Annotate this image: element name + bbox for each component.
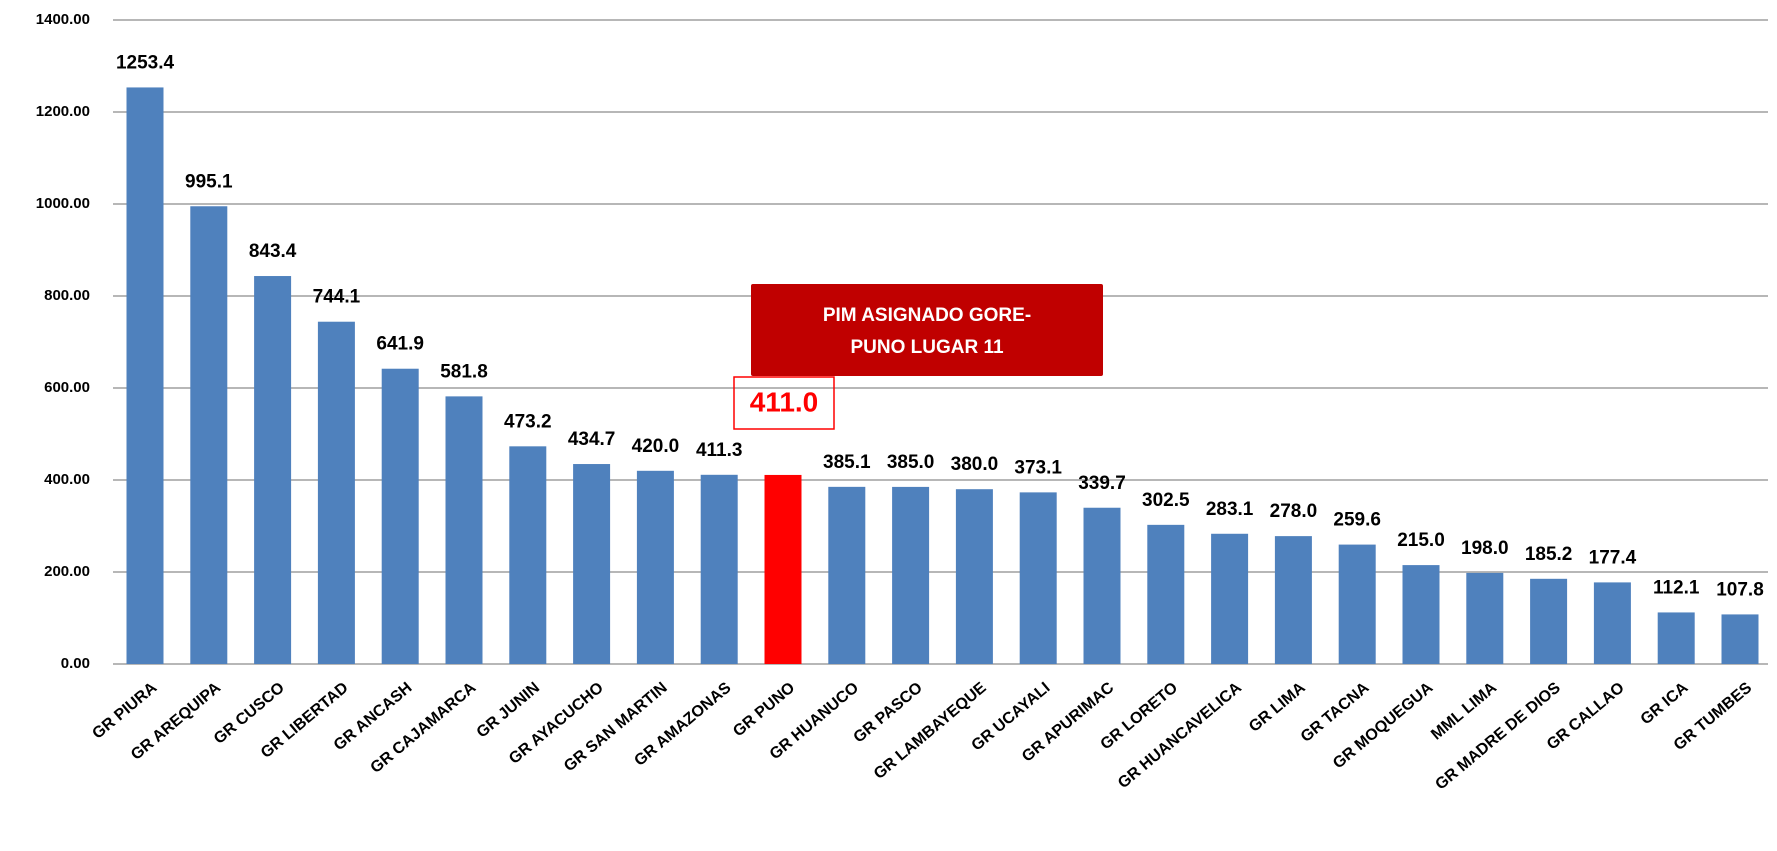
annotation-box	[751, 284, 1103, 376]
bar	[1274, 536, 1312, 664]
x-tick-label: GR LIMA	[1246, 679, 1309, 736]
y-tick-label: 800.00	[44, 287, 90, 304]
value-label: 302.5	[1142, 490, 1190, 511]
x-tick-label: GR ICA	[1638, 679, 1692, 728]
value-label: 339.7	[1078, 473, 1126, 494]
bar	[1466, 572, 1504, 664]
value-label: 278.0	[1270, 501, 1318, 522]
bar	[1083, 507, 1121, 664]
value-label: 215.0	[1397, 530, 1445, 551]
value-label: 112.1	[1653, 577, 1700, 598]
value-label: 259.6	[1333, 510, 1381, 531]
value-label: 373.1	[1014, 457, 1062, 478]
value-label: 177.4	[1589, 547, 1637, 568]
bar	[1211, 533, 1249, 664]
bar	[764, 474, 802, 664]
x-tick-label: GR CAJAMARCA	[368, 679, 480, 777]
bar	[1593, 582, 1631, 664]
y-tick-label: 1000.00	[36, 195, 90, 212]
value-label: 283.1	[1206, 499, 1254, 520]
x-tick-label: GR MADRE DE DIOS	[1432, 679, 1564, 793]
x-tick-label: GR LAMBAYEQUE	[871, 679, 990, 783]
value-label: 420.0	[632, 436, 680, 457]
y-tick-label: 0.00	[61, 655, 90, 672]
bar	[1019, 492, 1057, 664]
y-tick-label: 600.00	[44, 379, 90, 396]
annotation-text: PUNO LUGAR 11	[850, 337, 1004, 358]
x-tick-label: GR HUANCAVELICA	[1115, 679, 1245, 792]
bar	[445, 396, 483, 664]
bar	[700, 474, 738, 664]
bar	[1338, 544, 1376, 664]
value-label: 385.0	[887, 452, 935, 473]
value-label: 843.4	[249, 241, 297, 262]
value-label: 1253.4	[116, 52, 175, 73]
bar	[317, 321, 355, 664]
value-label: 198.0	[1461, 538, 1509, 559]
value-label: 411.0	[750, 386, 819, 417]
y-tick-label: 200.00	[44, 563, 90, 580]
bar	[892, 486, 930, 664]
bar	[636, 470, 674, 664]
value-label: 411.3	[696, 440, 743, 461]
y-tick-label: 1200.00	[36, 103, 90, 120]
value-label: 473.2	[504, 411, 552, 432]
bar	[955, 489, 993, 664]
bar	[509, 446, 547, 664]
bar	[190, 206, 228, 664]
value-label: 581.8	[440, 361, 488, 382]
bar	[254, 276, 292, 664]
bar	[1657, 612, 1695, 664]
bar	[1402, 565, 1440, 664]
value-label: 107.8	[1716, 579, 1764, 600]
bar	[1530, 578, 1568, 664]
bar	[573, 464, 611, 664]
bar	[828, 486, 866, 664]
annotation-text: PIM ASIGNADO GORE-	[823, 305, 1031, 326]
bar	[1147, 524, 1185, 664]
bar	[1721, 614, 1759, 664]
value-label-box	[733, 376, 835, 430]
value-label: 744.1	[313, 287, 361, 308]
value-label: 434.7	[568, 429, 616, 450]
value-label: 185.2	[1525, 544, 1573, 565]
value-label: 380.0	[951, 454, 999, 475]
bar	[126, 87, 164, 665]
value-label: 641.9	[376, 334, 424, 355]
y-tick-label: 400.00	[44, 471, 90, 488]
value-label: 995.1	[185, 171, 233, 192]
bar	[381, 368, 419, 664]
value-label: 385.1	[823, 452, 871, 473]
y-tick-label: 1400.00	[36, 11, 90, 28]
